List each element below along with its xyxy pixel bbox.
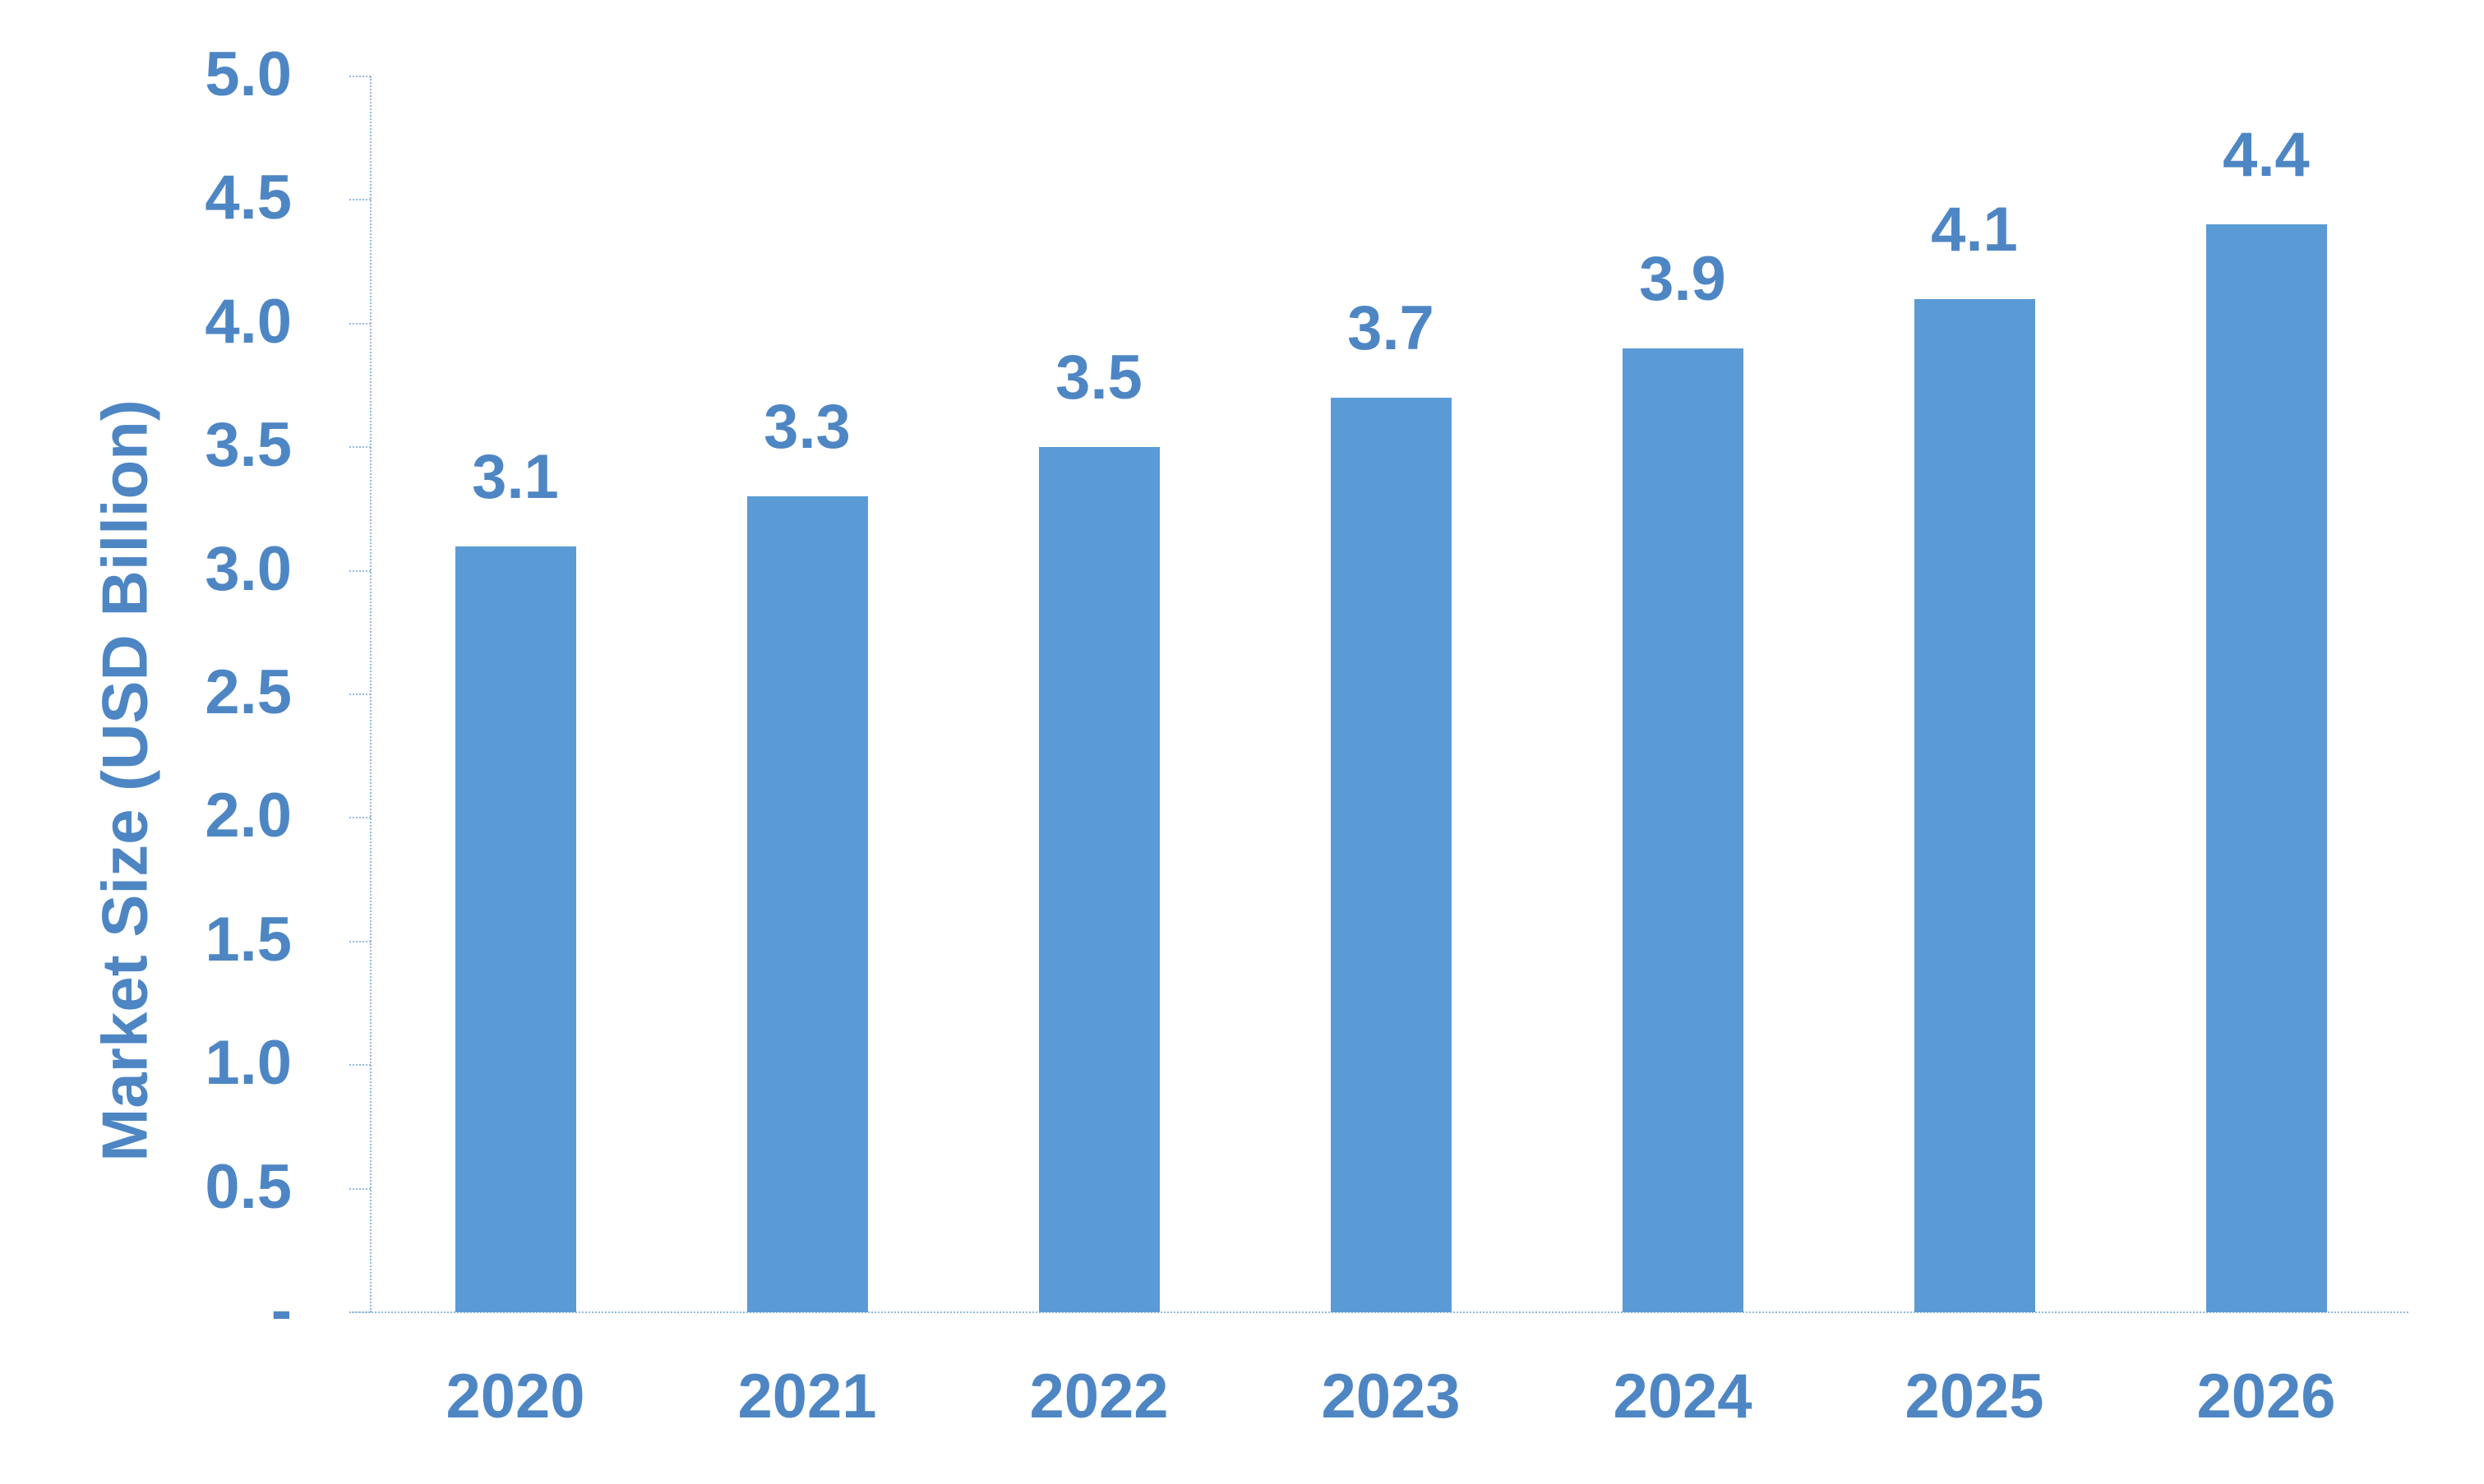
bar-value-label: 3.7: [1347, 293, 1434, 364]
x-axis-label: 2021: [737, 1362, 877, 1431]
y-tick-label: 1.0: [205, 1028, 292, 1099]
bar-2026: [2205, 224, 2327, 1312]
x-axis-label: 2025: [1905, 1362, 2044, 1431]
y-tick-label: 3.0: [205, 533, 292, 604]
bar-2020: [455, 546, 576, 1312]
y-tick-mark: [349, 322, 371, 325]
y-tick-mark: [349, 817, 371, 819]
bar-value-label: 3.3: [764, 392, 851, 463]
y-tick-mark: [349, 569, 371, 572]
bar-2024: [1622, 348, 1743, 1312]
y-tick-label: 4.0: [205, 286, 292, 357]
y-tick-label: 1.5: [205, 904, 292, 975]
x-axis-line: [349, 1311, 2408, 1313]
y-tick-mark: [349, 1311, 371, 1313]
bar-2023: [1330, 398, 1452, 1312]
bar-2022: [1038, 447, 1160, 1312]
bar-2021: [746, 496, 868, 1312]
y-tick-label: -: [270, 1275, 292, 1345]
x-axis-label: 2020: [446, 1362, 585, 1431]
y-tick-mark: [349, 446, 371, 449]
bar-value-label: 3.5: [1055, 343, 1143, 413]
y-tick-mark: [349, 940, 371, 942]
y-tick-mark: [349, 1187, 371, 1190]
bar-2025: [1914, 298, 2035, 1312]
x-axis-label: 2024: [1613, 1362, 1752, 1431]
x-axis-label: 2023: [1321, 1362, 1461, 1431]
y-tick-label: 4.5: [205, 163, 292, 233]
y-tick-mark: [349, 694, 371, 695]
y-tick-mark: [349, 199, 371, 201]
bar-value-label: 4.1: [1931, 194, 2018, 265]
x-axis-label: 2026: [2196, 1362, 2336, 1431]
y-tick-label: 2.0: [205, 781, 292, 851]
x-axis-label: 2022: [1029, 1362, 1169, 1431]
y-axis-line: [370, 76, 372, 1312]
y-tick-label: 0.5: [205, 1151, 292, 1222]
y-tick-mark: [349, 76, 371, 77]
y-tick-label: 3.5: [205, 410, 292, 481]
y-tick-mark: [349, 1064, 371, 1067]
bar-value-label: 3.9: [1639, 243, 1726, 314]
bar-value-label: 3.1: [472, 441, 559, 512]
y-tick-label: 2.5: [205, 657, 292, 727]
y-tick-label: 5.0: [205, 39, 292, 109]
bar-value-label: 4.4: [2223, 120, 2310, 191]
